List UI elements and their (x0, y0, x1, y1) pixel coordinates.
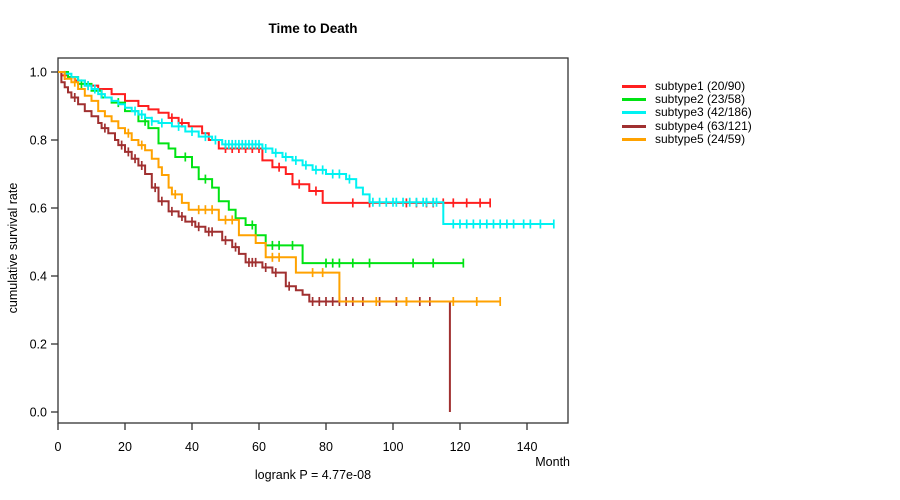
legend-label: subtype5 (24/59) (655, 131, 746, 146)
x-tick-label: 100 (383, 440, 404, 454)
legend-item: subtype5 (24/59) (622, 131, 752, 146)
y-tick-label: 0.6 (30, 201, 47, 215)
survival-curve-subtype1 (58, 71, 491, 204)
x-tick-label: 60 (252, 440, 266, 454)
legend-line-swatch (622, 98, 646, 102)
survival-curve-subtype4 (58, 71, 451, 412)
legend-label: subtype1 (20/90) (655, 79, 746, 93)
x-tick-label: 140 (517, 440, 538, 454)
x-tick-label: 40 (185, 440, 199, 454)
x-tick-label: 80 (319, 440, 333, 454)
plot-box (57, 57, 569, 424)
survival-curve-subtype5 (58, 71, 501, 303)
y-tick-label: 0.2 (30, 337, 47, 351)
legend-line-swatch (622, 137, 646, 141)
y-axis-label: cumulative survival rate (6, 182, 20, 314)
legend-item: subtype2 (23/58) (622, 92, 752, 107)
legend-item: subtype1 (20/90) (622, 79, 752, 93)
y-tick-label: 0.0 (30, 405, 47, 419)
legend-line-swatch (622, 85, 646, 89)
legend-label: subtype4 (63/121) (655, 118, 752, 133)
y-tick-label: 0.4 (30, 269, 47, 283)
x-axis-label: Month (535, 455, 570, 469)
legend-item: subtype4 (63/121) (622, 118, 752, 133)
logrank-annotation: logrank P = 4.77e-08 (254, 468, 372, 482)
legend-label: subtype2 (23/58) (655, 92, 746, 107)
chart-title: Time to Death (268, 21, 358, 36)
legend-line-swatch (622, 124, 646, 128)
legend-label: subtype3 (42/186) (655, 105, 752, 120)
y-tick-label: 0.8 (30, 133, 47, 147)
x-tick-label: 20 (118, 440, 132, 454)
legend: subtype1 (20/90) subtype2 (23/58) subtype3… (622, 79, 752, 146)
y-tick-label: 1.0 (30, 65, 47, 79)
x-tick-label: 0 (55, 440, 62, 454)
legend-item: subtype3 (42/186) (622, 106, 752, 119)
legend-line-swatch (622, 111, 646, 115)
x-tick-label: 120 (450, 440, 471, 454)
